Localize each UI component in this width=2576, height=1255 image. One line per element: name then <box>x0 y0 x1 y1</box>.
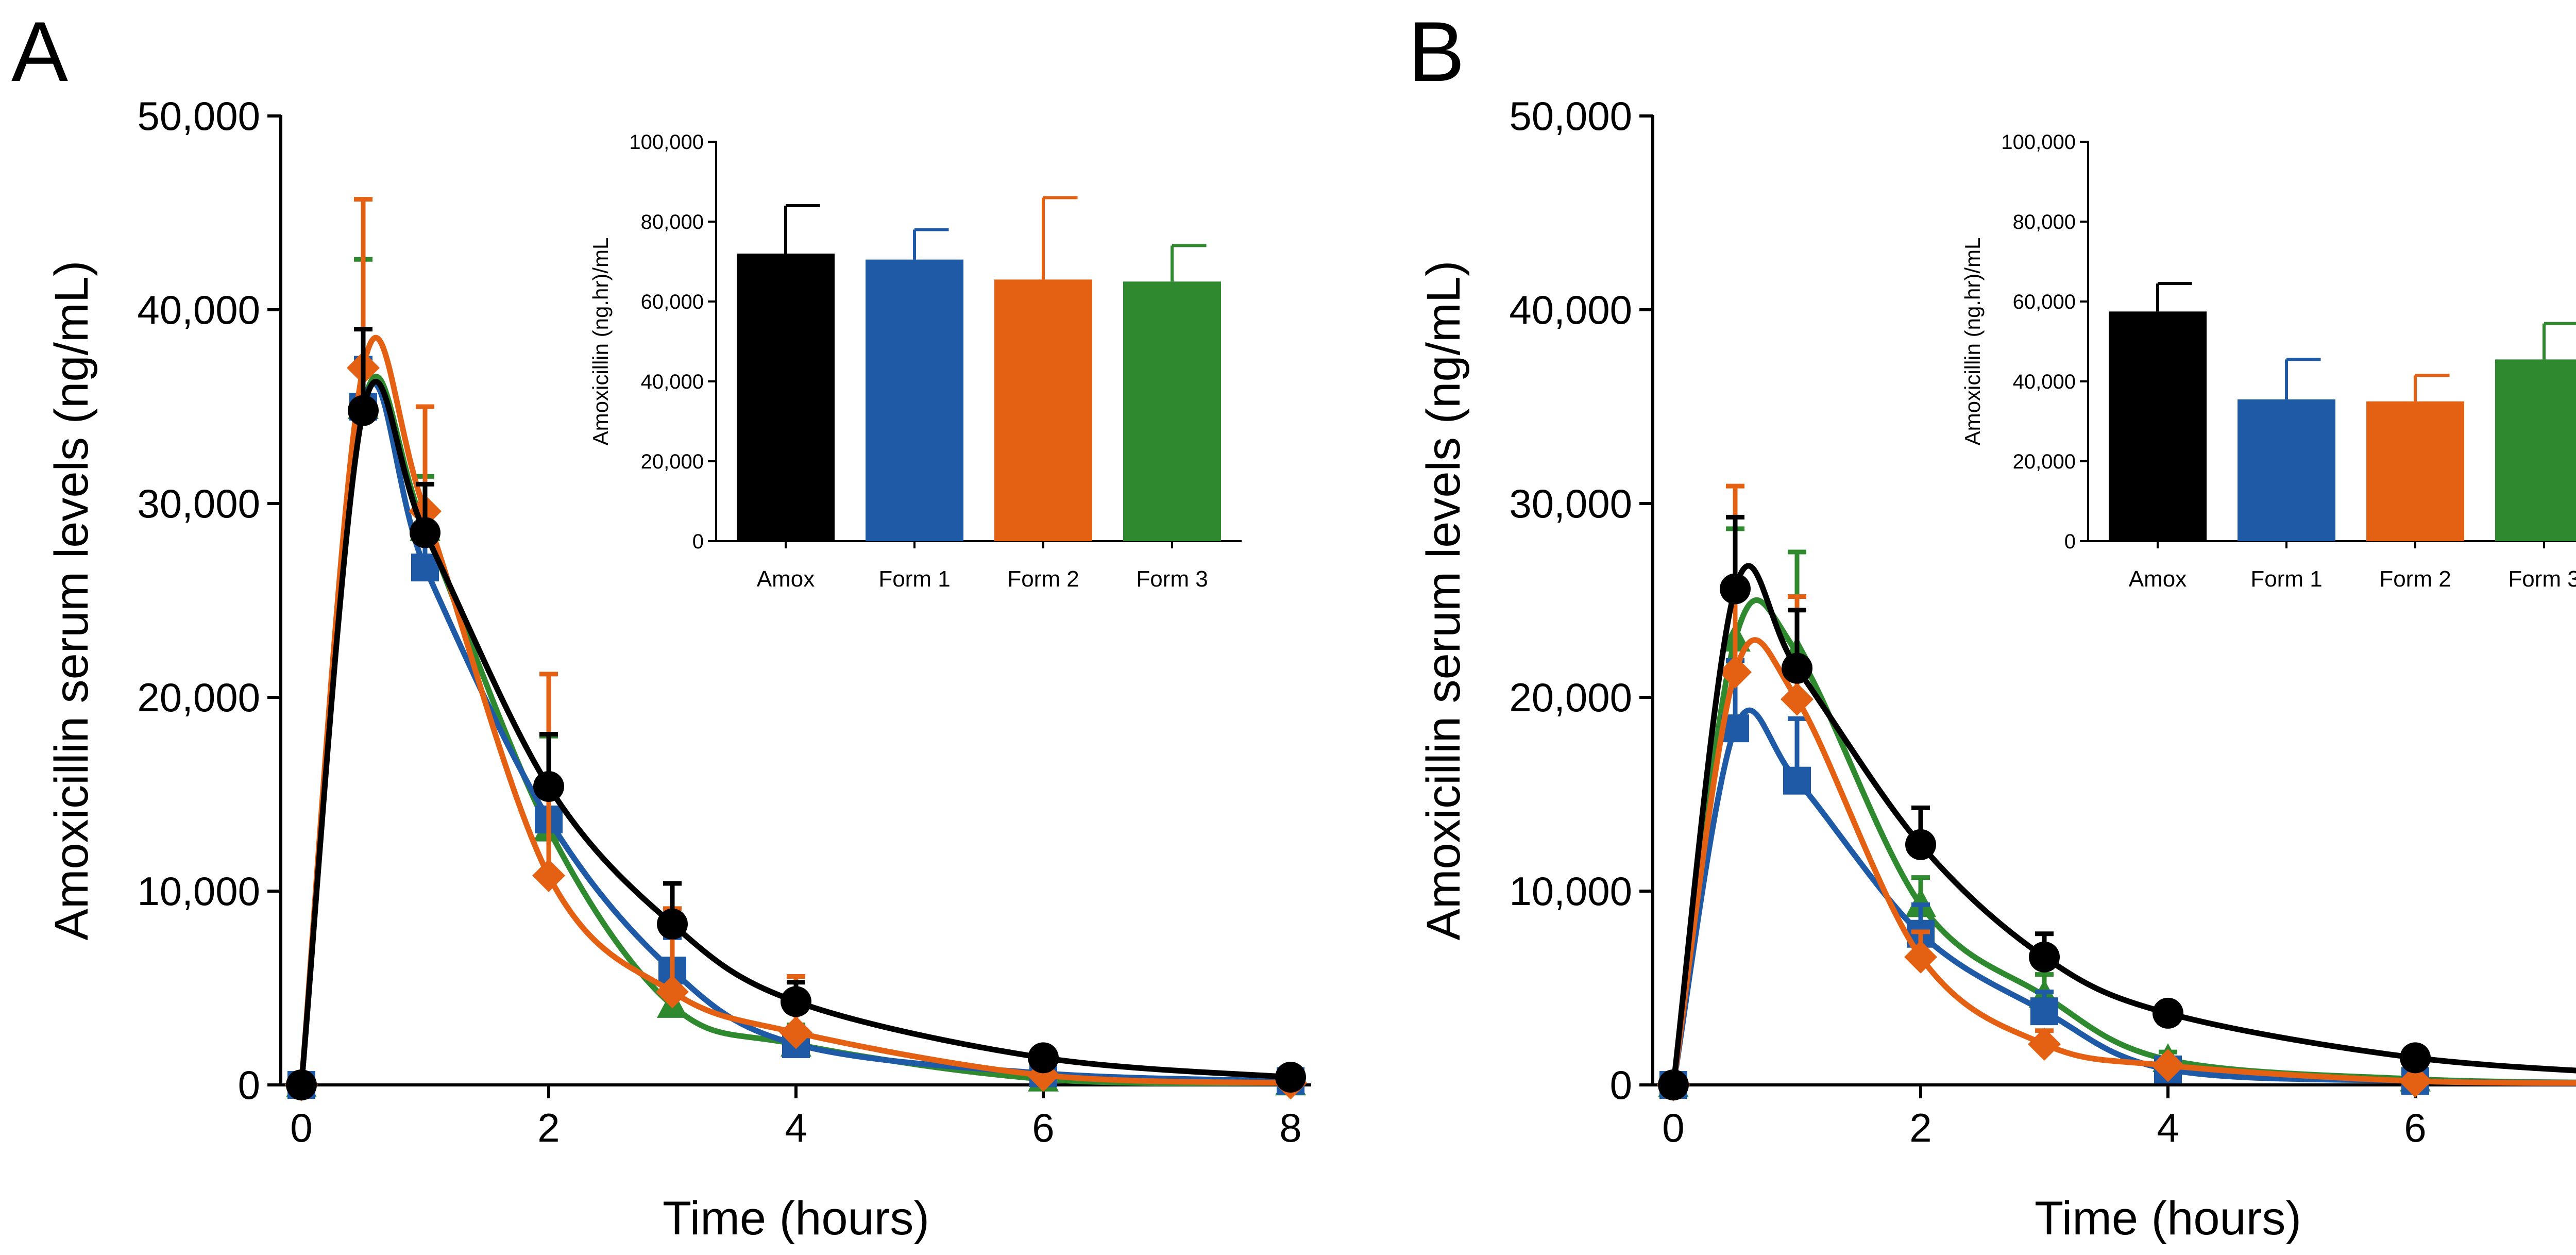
data-point <box>348 395 379 426</box>
x-tick-label: 4 <box>2157 1105 2179 1150</box>
chart-a: 0 10,000 20,000 30,000 40,000 50,000 0 2 4 6 8 Time… <box>45 93 1311 1245</box>
data-point <box>657 908 688 940</box>
x-tick-label: 0 <box>1662 1105 1684 1150</box>
inset-x-tick-label: Amox <box>2129 566 2187 592</box>
data-point <box>1275 1061 1306 1093</box>
inset-y-tick-label: 40,000 <box>2013 371 2076 393</box>
inset-bar-chart: 0 20,000 40,000 60,000 80,000 100,000 Amoxicil… <box>1960 131 2576 592</box>
x-tick-label: 0 <box>290 1105 312 1150</box>
x-tick-label: 6 <box>1032 1105 1054 1150</box>
y-axis-title: Amoxicillin serum levels (ng/mL) <box>45 261 98 941</box>
panel-label-b: B <box>1408 4 1465 99</box>
data-point <box>1028 1042 1059 1074</box>
data-point <box>1905 829 1936 860</box>
data-point <box>2028 1028 2061 1061</box>
data-point <box>779 1016 812 1049</box>
inset-y-tick-label: 0 <box>692 530 704 553</box>
inset-y-axis-title: Amoxicillin (ng.hr)/mL <box>588 238 613 446</box>
data-point <box>1904 940 1937 974</box>
series-line <box>1670 563 2576 1085</box>
inset-y-tick-label: 60,000 <box>2013 291 2076 313</box>
y-tick-label: 40,000 <box>137 287 260 332</box>
y-tick-label: 30,000 <box>137 481 260 526</box>
panel-label-a: A <box>11 4 69 99</box>
inset-bar-form-2 <box>994 279 1092 541</box>
series-line <box>298 334 1291 1086</box>
y-tick-label: 30,000 <box>1509 481 1632 526</box>
data-point <box>1781 682 1814 716</box>
x-tick-label: 6 <box>2404 1105 2426 1150</box>
inset-y-tick-label: 80,000 <box>2013 211 2076 233</box>
x-tick-label: 8 <box>1279 1105 1301 1150</box>
series-line <box>1670 637 2576 1086</box>
inset-x-tick-label: Form 1 <box>878 566 950 592</box>
inset-x-tick-label: Form 2 <box>1007 566 1079 592</box>
inset-y-tick-label: 20,000 <box>2013 450 2076 473</box>
y-axis-title: Amoxicillin serum levels (ng/mL) <box>1417 261 1470 941</box>
inset-y-tick-label: 60,000 <box>641 291 704 313</box>
y-tick-label: 10,000 <box>1509 868 1632 914</box>
data-point <box>2151 1049 2184 1082</box>
inset-y-tick-label: 40,000 <box>641 371 704 393</box>
x-tick-label: 2 <box>537 1105 560 1150</box>
y-tick-label: 0 <box>1610 1062 1632 1108</box>
y-tick-label: 50,000 <box>1509 93 1632 139</box>
data-point <box>1720 573 1751 605</box>
inset-bar-form-1 <box>2238 399 2335 541</box>
data-point <box>781 986 811 1017</box>
inset-x-tick-label: Form 3 <box>1136 566 1208 592</box>
inset-x-tick-label: Amox <box>757 566 815 592</box>
y-tick-label: 20,000 <box>137 675 260 720</box>
inset-bar-chart: 0 20,000 40,000 60,000 80,000 100,000 Amoxicil… <box>588 131 1242 592</box>
inset-x-tick-label: Form 2 <box>2379 566 2451 592</box>
series-form-1 <box>1659 658 2576 1099</box>
data-point <box>2030 997 2058 1026</box>
y-tick-label: 20,000 <box>1509 675 1632 720</box>
inset-bar-amox <box>737 254 835 541</box>
y-tick-label: 40,000 <box>1509 287 1632 332</box>
inset-y-tick-label: 100,000 <box>2001 131 2076 154</box>
panel-a: A 0 10,000 20,000 30,000 40,000 50,000 0 2 4 6 8 Ti… <box>11 4 1311 1245</box>
inset-bar-form-2 <box>2366 401 2464 541</box>
x-axis-title: Time (hours) <box>2035 1192 2301 1245</box>
series-line <box>1670 707 2576 1086</box>
data-point <box>286 1069 317 1100</box>
data-point <box>2153 997 2183 1029</box>
inset-bar-form-3 <box>1123 281 1221 541</box>
x-tick-label: 4 <box>785 1105 807 1150</box>
data-point <box>533 771 564 802</box>
data-point <box>2029 941 2060 973</box>
data-point <box>2399 1064 2432 1098</box>
data-point <box>532 859 565 892</box>
chart-b: 010,00020,00030,00040,00050,00002468Time… <box>1417 93 2576 1245</box>
inset-y-tick-label: 20,000 <box>641 450 704 473</box>
data-point <box>1658 1069 1689 1100</box>
inset-x-tick-label: Form 1 <box>2250 566 2322 592</box>
data-point <box>1719 656 1752 689</box>
inset-x-tick-label: Form 3 <box>2508 566 2576 592</box>
y-tick-label: 10,000 <box>137 868 260 914</box>
data-point <box>2400 1042 2431 1074</box>
series-amox <box>286 327 1306 1100</box>
x-tick-label: 2 <box>1909 1105 1931 1150</box>
series-amox <box>1658 514 2576 1100</box>
data-point <box>1782 652 1812 684</box>
y-tick-label: 0 <box>238 1062 260 1108</box>
x-axis-title: Time (hours) <box>663 1192 929 1245</box>
panel-b: B 010,00020,00030,00040,00050,00002468Ti… <box>1351 0 2576 1255</box>
data-point <box>1783 766 1811 795</box>
inset-bar-form-3 <box>2495 359 2576 541</box>
inset-y-tick-label: 100,000 <box>629 131 704 154</box>
inset-bar-amox <box>2109 311 2207 541</box>
inset-y-axis-title: Amoxicillin (ng.hr)/mL <box>1960 238 1985 446</box>
data-point <box>410 517 440 548</box>
y-tick-label: 50,000 <box>137 93 260 139</box>
inset-y-tick-label: 80,000 <box>641 211 704 233</box>
data-point <box>656 975 689 1009</box>
inset-bar-form-1 <box>866 259 963 541</box>
inset-y-tick-label: 0 <box>2064 530 2076 553</box>
